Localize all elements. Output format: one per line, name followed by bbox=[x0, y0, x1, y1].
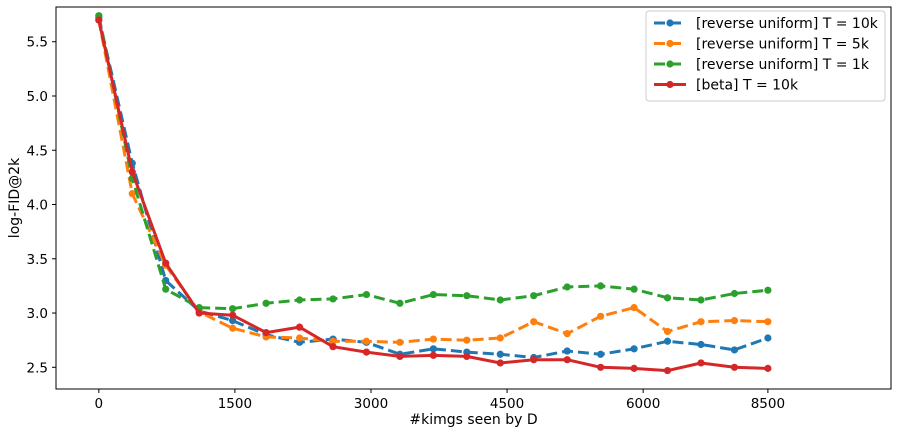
data-point bbox=[295, 334, 304, 342]
data-point bbox=[630, 364, 638, 372]
data-point bbox=[530, 292, 538, 300]
data-point bbox=[95, 16, 103, 24]
data-point bbox=[162, 259, 170, 267]
data-point bbox=[362, 337, 371, 345]
data-point bbox=[362, 348, 371, 356]
data-point bbox=[530, 356, 538, 364]
x-tick-label: 6000 bbox=[626, 396, 660, 412]
data-point bbox=[697, 318, 705, 326]
data-point bbox=[429, 335, 437, 343]
y-tick-label: 3.5 bbox=[27, 252, 48, 268]
y-tick-label: 3.0 bbox=[27, 306, 48, 322]
data-point bbox=[429, 345, 437, 353]
legend-label: [reverse uniform] T = 1k bbox=[696, 57, 870, 73]
data-point bbox=[563, 347, 571, 355]
x-tick-label: 3000 bbox=[354, 396, 388, 412]
data-point bbox=[697, 359, 705, 367]
data-point bbox=[630, 304, 638, 312]
y-axis-label: log-FID@2k bbox=[7, 157, 23, 238]
x-tick-label: 4500 bbox=[490, 396, 524, 412]
axis-ticks: 0 1500 3000 4500 6000 8500 2.5 3.0 3.5 4.0 4.5 5.0 5… bbox=[27, 35, 786, 412]
data-point bbox=[764, 318, 772, 326]
x-axis-label: #kimgs seen by D bbox=[409, 412, 537, 428]
legend-swatch-marker bbox=[666, 80, 674, 89]
data-point bbox=[396, 352, 404, 361]
data-point bbox=[229, 311, 237, 319]
legend-label: [reverse uniform] T = 10k bbox=[696, 16, 879, 32]
data-point bbox=[730, 346, 739, 354]
series-3 bbox=[95, 12, 772, 313]
data-point bbox=[496, 350, 504, 358]
data-point bbox=[229, 317, 237, 325]
data-point bbox=[697, 340, 705, 349]
data-point bbox=[597, 312, 605, 320]
data-point bbox=[262, 299, 270, 307]
data-point bbox=[663, 337, 672, 345]
data-point bbox=[730, 363, 739, 371]
data-point bbox=[329, 343, 337, 351]
data-point bbox=[730, 289, 739, 298]
data-point bbox=[295, 323, 304, 331]
data-point bbox=[563, 356, 571, 364]
data-point bbox=[530, 318, 538, 326]
data-point bbox=[463, 336, 471, 344]
data-point bbox=[496, 359, 504, 367]
data-point bbox=[663, 327, 672, 336]
legend: [reverse uniform] T = 10k [reverse unifor… bbox=[645, 10, 886, 102]
x-tick-label: 0 bbox=[95, 396, 104, 412]
data-point bbox=[730, 317, 739, 325]
y-tick-label: 2.5 bbox=[27, 360, 48, 376]
data-point bbox=[496, 296, 504, 304]
legend-swatch-marker bbox=[666, 19, 674, 27]
plot-frame bbox=[55, 6, 892, 390]
x-tick-label: 1500 bbox=[218, 396, 252, 412]
data-point bbox=[663, 366, 672, 375]
data-point bbox=[764, 364, 772, 372]
x-tick-label: 8500 bbox=[751, 396, 785, 412]
data-point bbox=[630, 345, 638, 353]
data-point bbox=[429, 290, 437, 299]
data-point bbox=[396, 338, 404, 346]
data-point bbox=[563, 283, 571, 291]
data-point bbox=[630, 285, 638, 293]
legend-box bbox=[645, 10, 886, 102]
data-point bbox=[764, 334, 772, 342]
data-point bbox=[764, 286, 772, 294]
data-point bbox=[597, 350, 605, 358]
data-point bbox=[396, 299, 404, 307]
legend-label: [beta] T = 10k bbox=[696, 78, 799, 94]
y-tick-label: 4.5 bbox=[27, 143, 48, 159]
data-point bbox=[563, 330, 571, 338]
data-point bbox=[463, 352, 471, 361]
legend-swatch-marker bbox=[666, 39, 674, 48]
series-4 bbox=[95, 16, 772, 375]
plot-area-border bbox=[55, 6, 892, 390]
y-tick-label: 4.0 bbox=[27, 198, 48, 214]
data-point bbox=[597, 363, 605, 371]
data-point bbox=[463, 292, 471, 300]
y-tick-label: 5.5 bbox=[27, 35, 48, 51]
data-point bbox=[663, 294, 672, 302]
data-point bbox=[162, 285, 170, 293]
data-point bbox=[496, 334, 504, 342]
data-point bbox=[128, 168, 136, 176]
data-point bbox=[128, 190, 136, 198]
data-point bbox=[229, 305, 237, 313]
data-point bbox=[329, 337, 337, 345]
y-tick-label: 5.0 bbox=[27, 89, 48, 105]
series-lines bbox=[95, 12, 772, 375]
legend-swatch-marker bbox=[666, 60, 674, 68]
legend-label: [reverse uniform] T = 5k bbox=[696, 37, 870, 53]
data-point bbox=[429, 351, 437, 359]
data-point bbox=[697, 296, 705, 304]
data-point bbox=[262, 328, 270, 337]
data-point bbox=[362, 290, 371, 299]
data-point bbox=[329, 295, 337, 303]
data-point bbox=[295, 296, 304, 304]
data-point bbox=[195, 309, 203, 317]
data-point bbox=[229, 324, 237, 332]
data-point bbox=[597, 282, 605, 290]
